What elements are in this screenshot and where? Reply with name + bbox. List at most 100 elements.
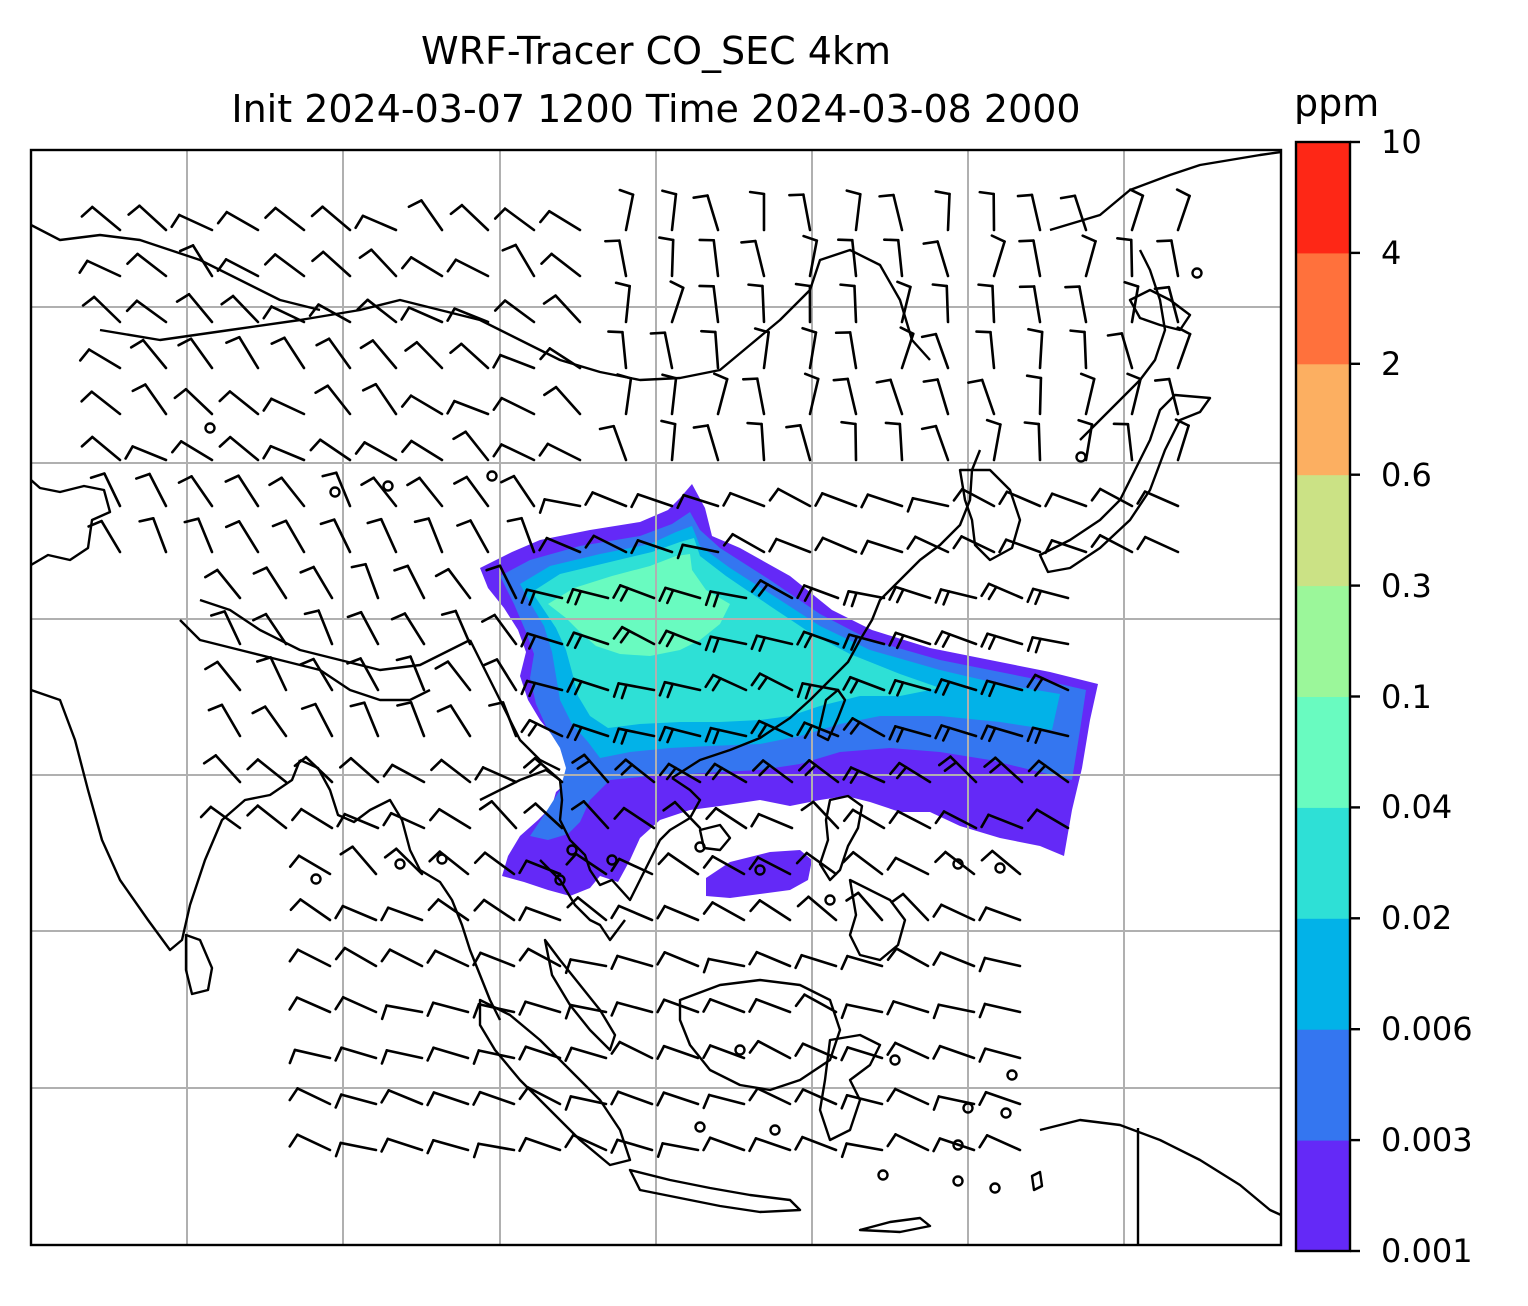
wind-barb — [748, 1039, 792, 1060]
new-guinea — [1039, 1118, 1281, 1217]
wind-barb — [518, 1086, 562, 1106]
wind-barb — [840, 954, 884, 971]
wind-barb — [656, 1142, 700, 1158]
wind-barb — [518, 906, 562, 922]
wind-barb — [978, 1002, 1022, 1019]
arabian-coast — [31, 479, 112, 567]
wind-barb — [842, 766, 886, 784]
wind-barb — [125, 299, 168, 324]
wind-barb — [1077, 418, 1094, 462]
wind-barb — [702, 855, 746, 876]
wind-barb — [1027, 759, 1070, 784]
calm-wind-marker — [824, 894, 836, 906]
wind-barb — [612, 584, 656, 602]
wind-barb — [834, 331, 858, 370]
wind-barb — [612, 682, 656, 700]
wind-barb — [539, 209, 582, 232]
wind-barb — [1059, 194, 1088, 232]
wind-barb — [842, 590, 886, 608]
wind-barb — [840, 1142, 884, 1159]
wind-barb — [89, 472, 122, 508]
japan-hokkaido — [1128, 288, 1192, 332]
wind-barb — [750, 719, 794, 738]
wind-barb — [1026, 673, 1070, 692]
wind-barb — [899, 326, 915, 370]
wind-barb — [934, 724, 978, 742]
wind-barb — [658, 725, 702, 744]
wind-barb — [886, 1087, 930, 1106]
wind-barb — [1079, 372, 1096, 416]
wind-barb — [473, 851, 516, 876]
calm-wind-marker — [486, 470, 498, 482]
calm-wind-marker — [694, 1121, 706, 1133]
wind-barb — [288, 996, 332, 1014]
calm-wind-marker — [754, 864, 766, 876]
wind-barb — [604, 239, 628, 278]
wind-barb — [886, 1000, 930, 1016]
wind-barb — [985, 418, 1002, 462]
wind-barb — [434, 567, 472, 600]
colorbar-unit-label: ppm — [1294, 81, 1380, 125]
wind-barb — [612, 727, 656, 745]
colorbar-tick-label: 0.1 — [1381, 677, 1432, 716]
wind-barb — [796, 721, 840, 740]
wind-barb — [400, 306, 444, 324]
wind-barb — [395, 655, 426, 692]
wind-barb — [401, 256, 444, 278]
wind-barb — [886, 1133, 930, 1152]
wind-barb — [520, 679, 564, 698]
wind-barb — [480, 613, 518, 646]
china-west-border — [199, 598, 471, 672]
wind-barb — [702, 957, 746, 974]
colorbar-tick-label: 4 — [1381, 233, 1402, 272]
wind-barb — [705, 806, 748, 830]
wind-barb — [1090, 533, 1134, 554]
wind-barb — [614, 758, 656, 784]
plume-level-0.04 — [548, 554, 730, 656]
wind-barb — [842, 675, 886, 694]
wind-barb — [1112, 422, 1134, 462]
wind-barb — [658, 680, 702, 699]
wind-barb — [478, 800, 518, 830]
wind-barb — [794, 1088, 838, 1106]
wind-barb — [750, 672, 794, 692]
wind-barb — [795, 851, 838, 876]
wind-barb — [796, 630, 840, 649]
wind-barb — [80, 390, 122, 416]
wind-barb — [886, 1041, 930, 1060]
wind-barb — [702, 1093, 746, 1110]
wind-barb — [692, 194, 720, 232]
wind-barb — [1153, 377, 1180, 416]
wind-barb — [131, 383, 168, 416]
wind-barb — [1175, 188, 1191, 232]
wind-barb — [748, 856, 792, 876]
wind-barb — [360, 476, 398, 508]
wind-barb — [932, 1044, 976, 1060]
wind-barb — [980, 679, 1024, 698]
wind-barb — [920, 424, 950, 462]
wind-barb — [518, 1136, 562, 1153]
colorbar-segment — [1296, 474, 1350, 587]
wind-barb — [1044, 539, 1088, 555]
wind-barb — [485, 564, 518, 600]
wind-barb — [978, 906, 1022, 922]
wind-barb — [753, 327, 770, 370]
wind-barb — [975, 330, 996, 370]
wind-barb — [1116, 236, 1134, 278]
wind-barb — [785, 424, 812, 462]
wind-barb — [658, 629, 702, 648]
wind-barb — [836, 238, 858, 278]
wind-barb — [1026, 808, 1070, 830]
wind-barb — [842, 633, 886, 651]
wind-barb — [798, 759, 840, 784]
wind-barb — [177, 475, 214, 508]
wind-barb — [309, 438, 352, 462]
calm-wind-marker — [694, 841, 706, 853]
india-coastline — [31, 688, 302, 952]
wind-barb — [922, 378, 950, 416]
wind-barb — [256, 656, 288, 692]
map-title-line2: Init 2024-03-07 1200 Time 2024-03-08 200… — [231, 87, 1081, 131]
wind-barb — [676, 493, 720, 510]
wind-barb — [669, 280, 685, 324]
calm-wind-marker — [554, 874, 566, 886]
